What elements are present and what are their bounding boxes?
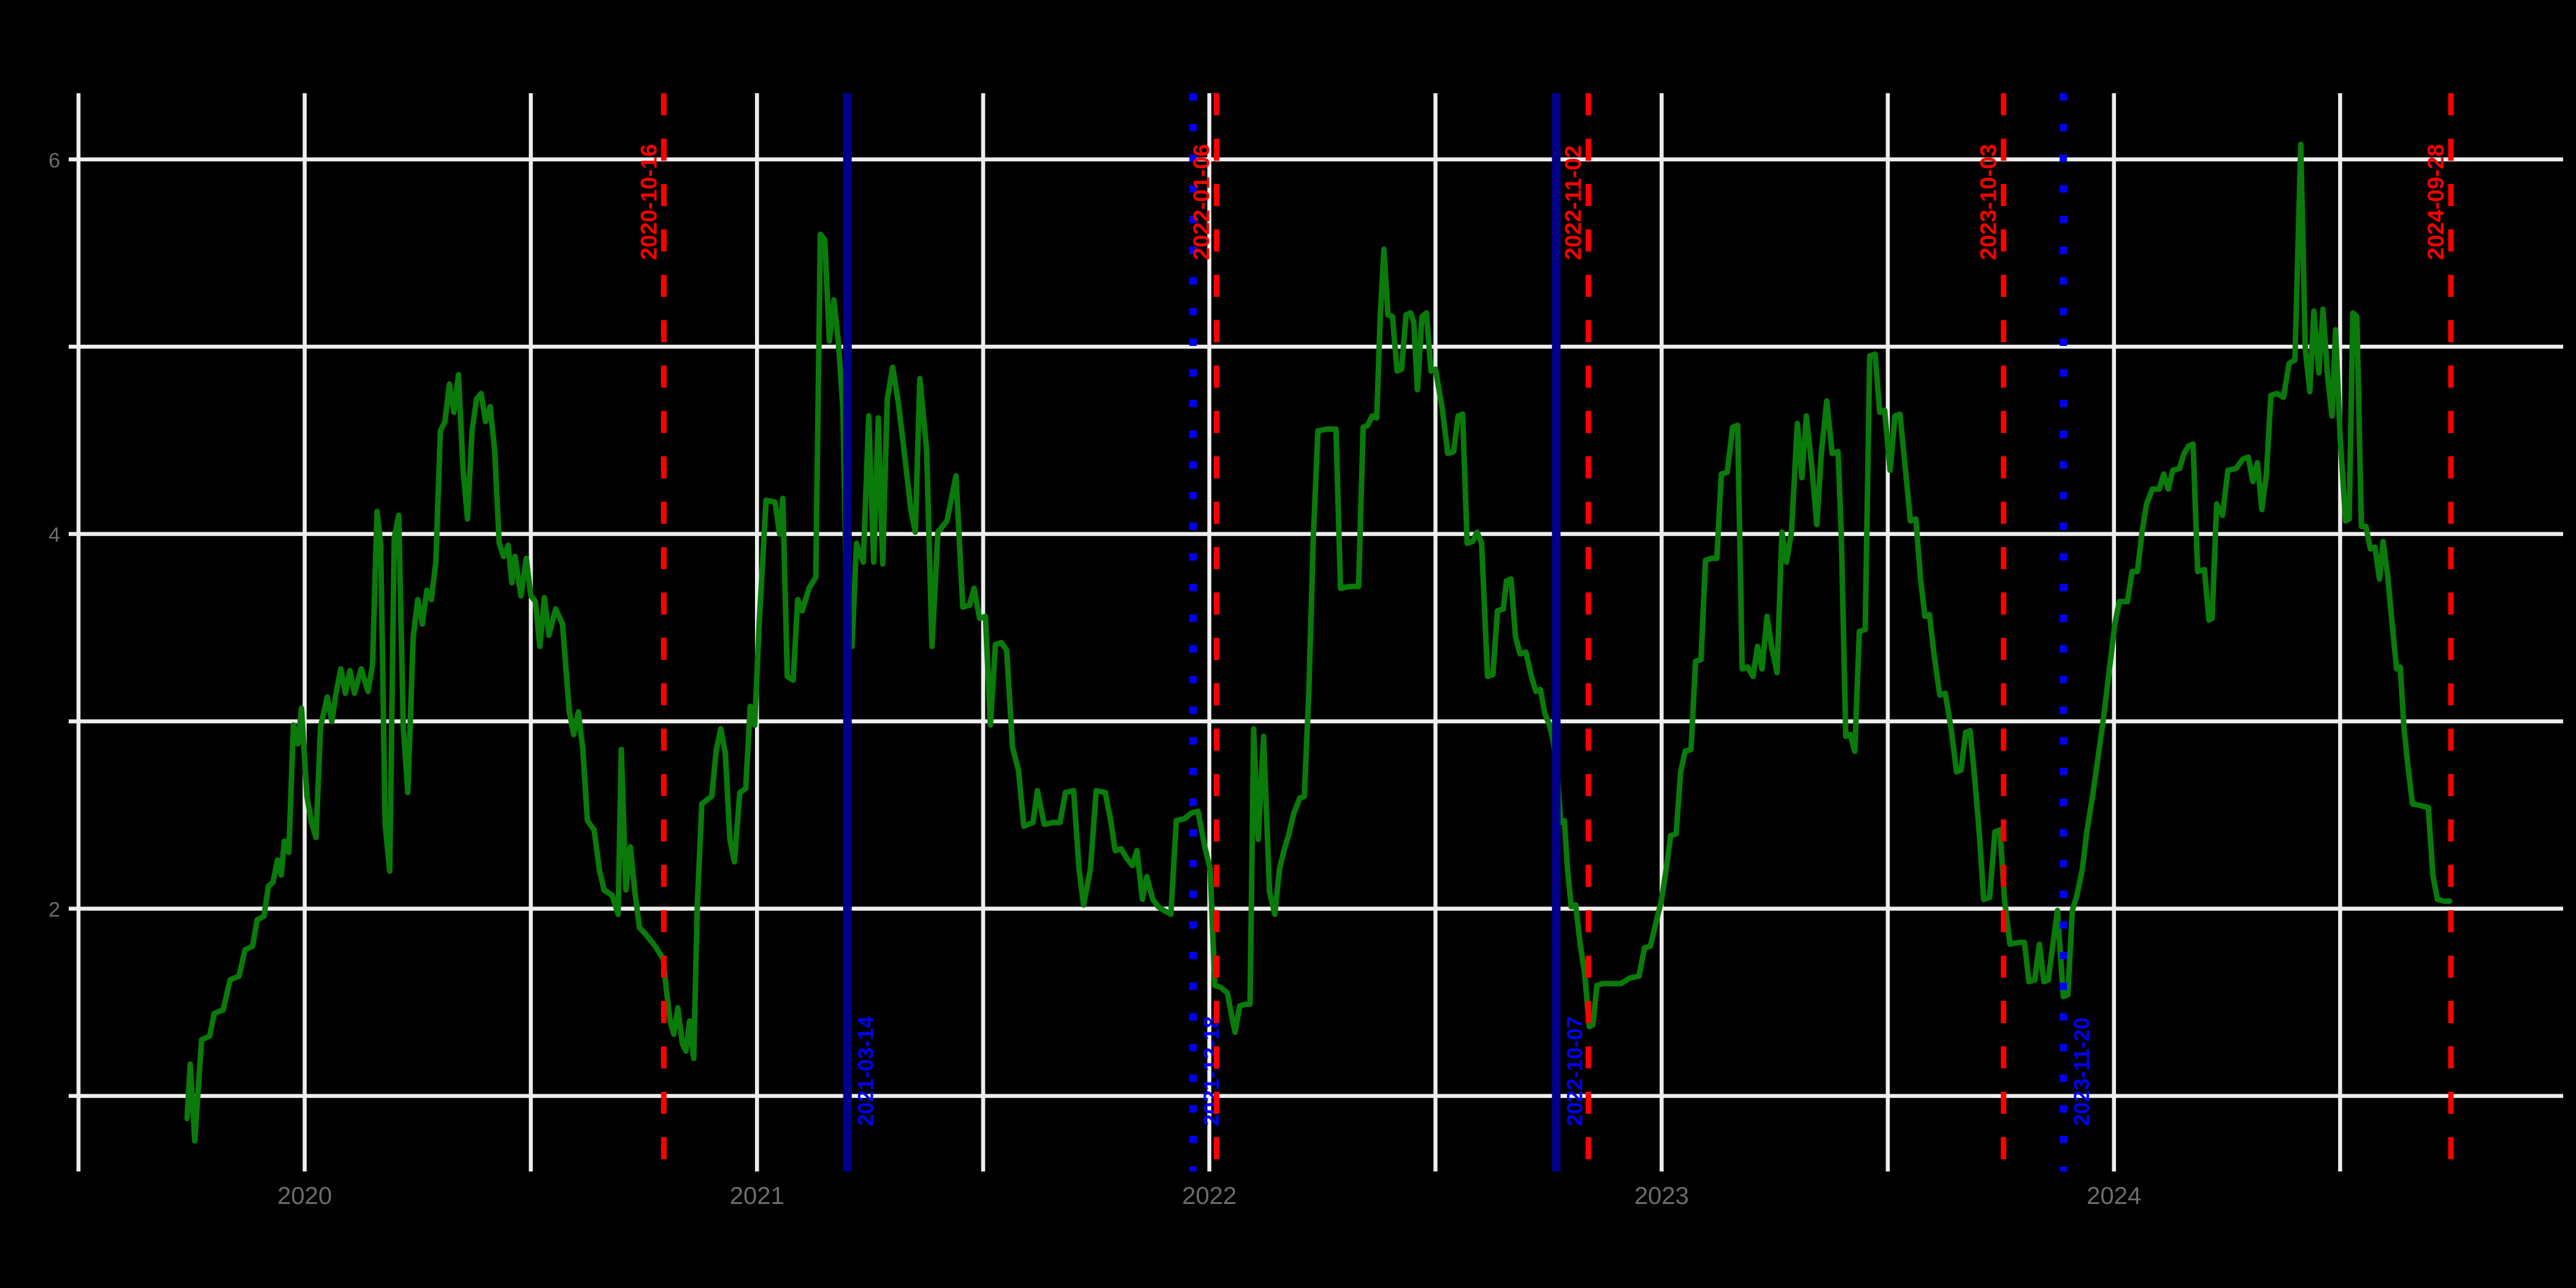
event-line-label: 2022-10-07 — [1563, 1016, 1587, 1126]
x-axis-tick-label: 2020 — [277, 1183, 332, 1209]
x-axis-tick-label: 2023 — [1635, 1183, 1689, 1209]
event-line-label: 2024-09-28 — [2423, 144, 2448, 260]
y-axis-tick-label: 6 — [48, 149, 60, 172]
axis-labels-layer: 2 4 6 2020 2021 2022 2023 2024 — [48, 149, 2141, 1209]
event-line-label: 2022-01-06 — [1189, 144, 1214, 260]
weekly-value-series-path — [184, 141, 2453, 1144]
x-axis-tick-label: 2022 — [1182, 1183, 1236, 1209]
event-line-label: 2020-10-16 — [636, 144, 661, 260]
x-axis-tick-label: 2021 — [730, 1183, 784, 1209]
y-axis-tick-label: 2 — [48, 898, 60, 921]
event-line-label: 2023-10-03 — [1976, 144, 2001, 260]
event-lines-layer: 2020-10-16 2021-03-14 2021-12-18 2022-01-06… — [636, 93, 2454, 1171]
event-line-label: 2021-03-14 — [854, 1016, 878, 1126]
event-line-label: 2022-11-02 — [1561, 145, 1586, 260]
event-line-label: 2023-11-20 — [2070, 1018, 2094, 1126]
event-line-label: 2021-12-18 — [1200, 1016, 1224, 1126]
y-axis-tick-label: 4 — [48, 524, 60, 547]
x-axis-tick-label: 2024 — [2087, 1183, 2141, 1209]
series-layer — [184, 141, 2453, 1144]
